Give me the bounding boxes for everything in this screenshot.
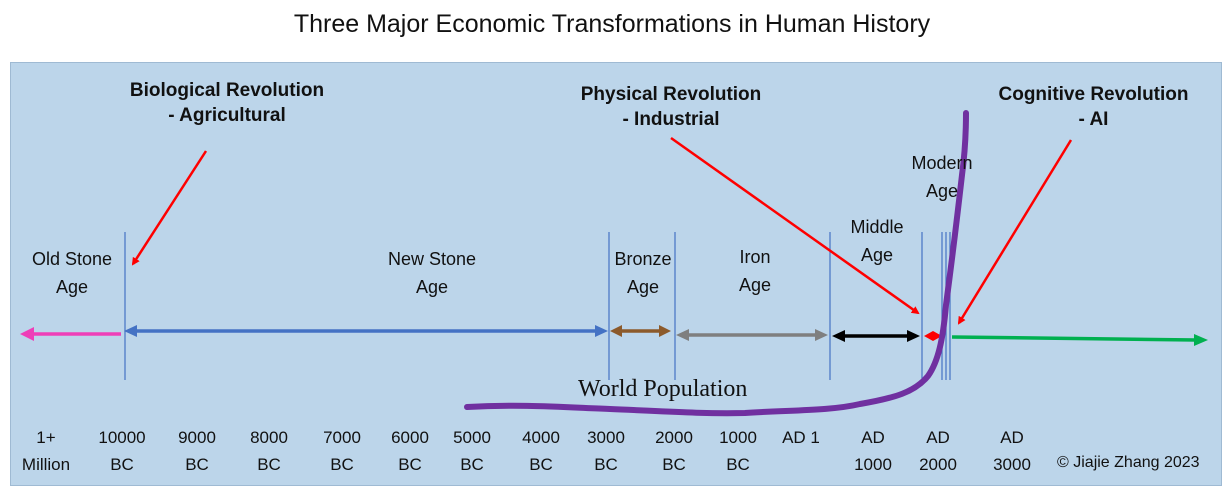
- tick-label: AD 1: [782, 428, 820, 447]
- tick-label: 3000 BC: [587, 428, 625, 474]
- world-population-label: World Population: [578, 376, 748, 402]
- diagram-title: Three Major Economic Transformations in …: [293, 10, 931, 38]
- tick-label: 4000 BC: [522, 428, 560, 474]
- arrowhead-future: [1194, 334, 1208, 346]
- age-label-iron: Iron Age: [738, 247, 772, 295]
- era-boundaries: [124, 232, 951, 380]
- age-label-bronze: Bronze Age: [614, 249, 672, 297]
- physical-revolution-label: Physical Revolution - Industrial: [580, 84, 762, 130]
- pointer-arrows: [131, 136, 1073, 325]
- diagram-panel: [10, 62, 1222, 486]
- segment-future: [951, 335, 1197, 342]
- age-label-modern: Modern Age: [911, 153, 973, 201]
- timeline-segments: [20, 325, 1208, 346]
- cognitive-revolution-label: Cognitive Revolution - AI: [998, 84, 1189, 130]
- biological-revolution-label: Biological Revolution - Agricultural: [129, 80, 325, 126]
- world-population-curve: [464, 110, 969, 417]
- arrow-agricultural: [131, 150, 208, 266]
- tick-label: AD 3000: [993, 428, 1031, 474]
- tick-label: 1000 BC: [719, 428, 757, 474]
- tick-label: 10000 BC: [98, 428, 146, 474]
- tick-label: AD 2000: [919, 428, 957, 474]
- age-label-new-stone: New Stone Age: [387, 249, 477, 297]
- age-label-middle: Middle Age: [850, 217, 904, 265]
- tick-label: 1+ Million: [21, 428, 71, 474]
- tick-label: 6000 BC: [391, 428, 429, 474]
- tick-label: AD 1000: [854, 428, 892, 474]
- copyright-notice: © Jiajie Zhang 2023: [1057, 454, 1200, 471]
- age-label-old-stone: Old Stone Age: [31, 249, 113, 297]
- tick-label: 5000 BC: [453, 428, 491, 474]
- arrow-industrial: [670, 136, 920, 315]
- arrow-ai: [957, 139, 1073, 325]
- tick-label: 9000 BC: [178, 428, 216, 474]
- tick-label: 2000 BC: [655, 428, 693, 474]
- tick-label: 8000 BC: [250, 428, 288, 474]
- tick-label: 7000 BC: [323, 428, 361, 474]
- arrowhead-old-stone: [20, 327, 34, 341]
